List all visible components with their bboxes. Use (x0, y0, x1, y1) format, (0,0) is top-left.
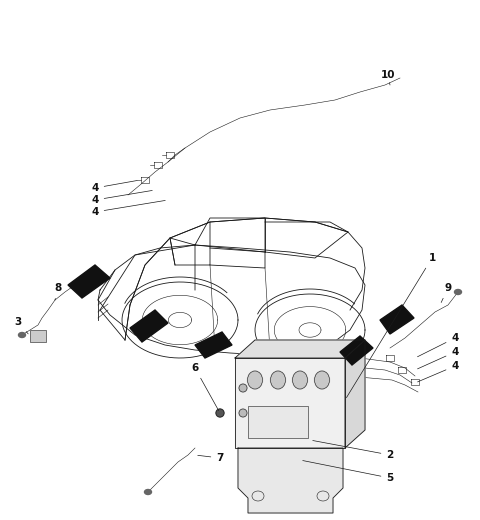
Text: 4: 4 (418, 333, 459, 357)
Ellipse shape (314, 371, 329, 389)
Polygon shape (235, 358, 345, 448)
Text: 3: 3 (14, 317, 28, 334)
Polygon shape (340, 336, 373, 365)
Ellipse shape (216, 409, 224, 417)
Text: 1: 1 (347, 253, 436, 398)
Text: 4: 4 (418, 361, 459, 382)
Polygon shape (195, 332, 232, 358)
Ellipse shape (239, 409, 247, 417)
Ellipse shape (271, 371, 286, 389)
Polygon shape (235, 340, 365, 358)
Text: 2: 2 (313, 440, 394, 460)
Text: 8: 8 (54, 283, 61, 300)
Polygon shape (130, 310, 168, 342)
Text: 4: 4 (418, 347, 459, 369)
Polygon shape (238, 448, 343, 513)
Text: 9: 9 (441, 283, 452, 303)
Ellipse shape (239, 384, 247, 392)
FancyBboxPatch shape (248, 406, 308, 438)
Ellipse shape (144, 489, 152, 495)
Ellipse shape (248, 371, 263, 389)
Text: 10: 10 (381, 70, 395, 85)
Text: 5: 5 (303, 461, 394, 483)
Ellipse shape (455, 290, 461, 294)
Text: 4: 4 (91, 190, 152, 205)
Ellipse shape (292, 371, 308, 389)
Polygon shape (380, 305, 414, 334)
FancyBboxPatch shape (30, 330, 46, 342)
Text: 6: 6 (192, 363, 219, 411)
Polygon shape (345, 340, 365, 448)
Text: 4: 4 (91, 200, 165, 217)
Text: 4: 4 (91, 180, 137, 193)
Ellipse shape (19, 332, 25, 337)
Polygon shape (68, 265, 110, 298)
Text: 7: 7 (198, 453, 224, 463)
